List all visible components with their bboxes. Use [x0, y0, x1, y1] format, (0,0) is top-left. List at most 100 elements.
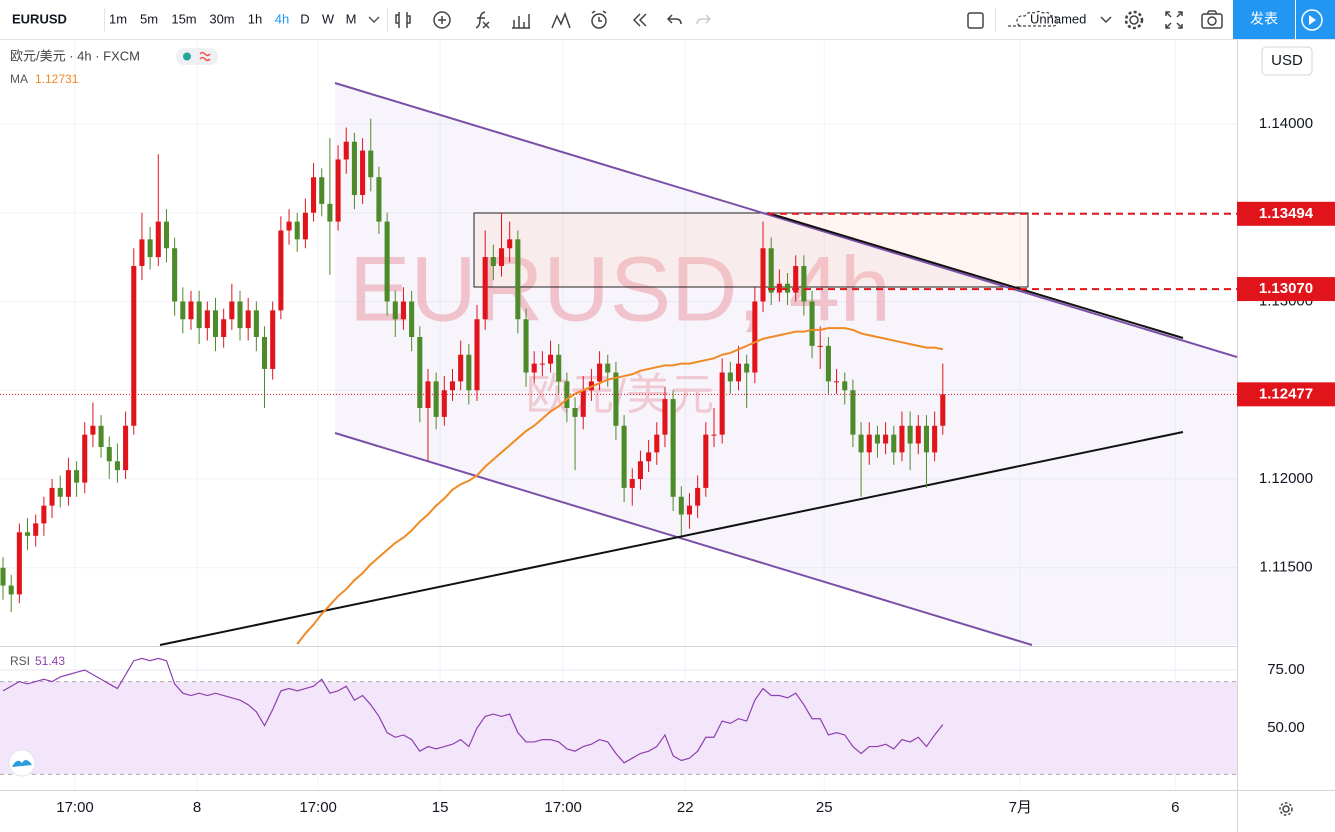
- play-triangle: [1309, 15, 1316, 25]
- candle-body: [613, 372, 619, 426]
- x-tick-label: 17:00: [56, 799, 94, 816]
- candle-body: [90, 425, 96, 435]
- candle-body: [433, 381, 439, 417]
- price-tag: [1237, 277, 1335, 302]
- currency[interactable]: USD: [1271, 52, 1303, 69]
- candle-body: [482, 257, 488, 320]
- interval-dropdown[interactable]: [368, 16, 380, 24]
- delay-icon: [199, 51, 211, 62]
- candle-body: [907, 425, 913, 444]
- interval-option[interactable]: 1m: [109, 11, 127, 26]
- indicator-add-icon[interactable]: [433, 11, 451, 29]
- replay-icon[interactable]: [632, 13, 647, 27]
- candle-body: [646, 452, 652, 462]
- candle-body: [809, 301, 815, 346]
- expand-icon[interactable]: [1165, 11, 1183, 29]
- fullscreen-toggle-icon[interactable]: [967, 12, 984, 29]
- alert-icon[interactable]: [591, 10, 607, 29]
- candle-body: [270, 310, 276, 369]
- y-tick-label: 1.12000: [1259, 470, 1313, 487]
- time-settings-icon[interactable]: [1279, 802, 1293, 816]
- candle-body: [842, 381, 848, 391]
- snapshot-icon[interactable]: [1201, 10, 1223, 29]
- undo-icon[interactable]: [666, 14, 682, 25]
- play-icon[interactable]: [1301, 9, 1323, 31]
- candle-body: [196, 301, 202, 329]
- interval-option[interactable]: 4h: [275, 11, 289, 26]
- x-tick-label: 7月: [1009, 799, 1032, 816]
- interval-option[interactable]: 5m: [140, 11, 158, 26]
- candle-body: [360, 150, 366, 195]
- candle-body: [114, 461, 120, 471]
- candle-body: [351, 141, 357, 195]
- cloud-icon[interactable]: [1008, 10, 1058, 27]
- candle-body: [441, 390, 447, 417]
- layout-name[interactable]: Unnamed: [1030, 11, 1086, 26]
- candle-body: [343, 141, 349, 160]
- chart-type-icon[interactable]: [551, 11, 571, 29]
- candle-body: [392, 301, 398, 320]
- publish-button[interactable]: [1233, 0, 1295, 39]
- candle-body: [155, 221, 161, 258]
- candle-body: [940, 394, 946, 426]
- interval-option[interactable]: 15m: [171, 11, 196, 26]
- settings-icon[interactable]: [1124, 10, 1144, 30]
- candle-body: [490, 257, 496, 266]
- candle-body: [57, 487, 63, 497]
- interval-option[interactable]: W: [322, 11, 335, 26]
- candle-body: [752, 301, 758, 373]
- candle-body: [801, 265, 807, 302]
- candle-body: [515, 239, 521, 320]
- x-tick-label: 17:00: [544, 799, 582, 816]
- candle-body: [123, 425, 129, 471]
- candle-body: [711, 434, 717, 436]
- candle-body: [245, 310, 251, 329]
- logo-mark: [12, 759, 32, 767]
- candle-body: [0, 567, 6, 586]
- candle-body: [523, 319, 529, 373]
- candle-body: [33, 523, 39, 536]
- candle-body: [8, 585, 14, 595]
- fx-icon[interactable]: [475, 11, 490, 29]
- rsi-line: [2, 657, 944, 764]
- candle-body: [678, 496, 684, 515]
- candle-body: [883, 434, 889, 444]
- candle-body: [695, 487, 701, 506]
- candle-body: [458, 354, 464, 382]
- candle-body: [139, 239, 145, 266]
- interval-option[interactable]: M: [346, 11, 357, 26]
- interval-option[interactable]: 1h: [248, 11, 262, 26]
- price-plot: [0, 118, 1237, 645]
- candle-body: [261, 336, 268, 369]
- watermark-title: EURUSD, 4h: [349, 238, 891, 340]
- rsi-tick-label: 75.00: [1267, 661, 1305, 678]
- currency-button[interactable]: [1261, 46, 1313, 76]
- candle-body: [768, 248, 774, 293]
- candle-body: [915, 425, 921, 444]
- candle-body: [703, 434, 709, 488]
- layout-dropdown[interactable]: [1100, 16, 1112, 24]
- candle-body: [384, 221, 390, 302]
- interval-group: 1m 5m 15m 30m 1h 4h D W M: [109, 11, 356, 26]
- compare-icon[interactable]: [512, 14, 530, 29]
- redo-icon[interactable]: [696, 14, 712, 25]
- candle-body: [572, 408, 578, 417]
- candle-body: [785, 283, 791, 293]
- candle-body: [556, 354, 562, 382]
- candle-body: [147, 239, 153, 258]
- candle-body: [278, 230, 284, 311]
- candle-style-icon[interactable]: [395, 12, 411, 28]
- symbol[interactable]: EURUSD: [12, 11, 67, 26]
- candle-body: [400, 301, 406, 320]
- candle-body: [286, 221, 292, 231]
- publish-label[interactable]: 发表: [1250, 11, 1278, 27]
- candle-body: [605, 363, 611, 373]
- candle-body: [106, 447, 112, 462]
- candle-body: [319, 177, 325, 204]
- candle-body: [131, 265, 137, 426]
- rsi-tick-label: 50.00: [1267, 719, 1305, 736]
- interval-option[interactable]: D: [300, 11, 309, 26]
- status-badge[interactable]: [176, 48, 218, 65]
- interval-option[interactable]: 30m: [209, 11, 234, 26]
- candle-body: [180, 301, 186, 320]
